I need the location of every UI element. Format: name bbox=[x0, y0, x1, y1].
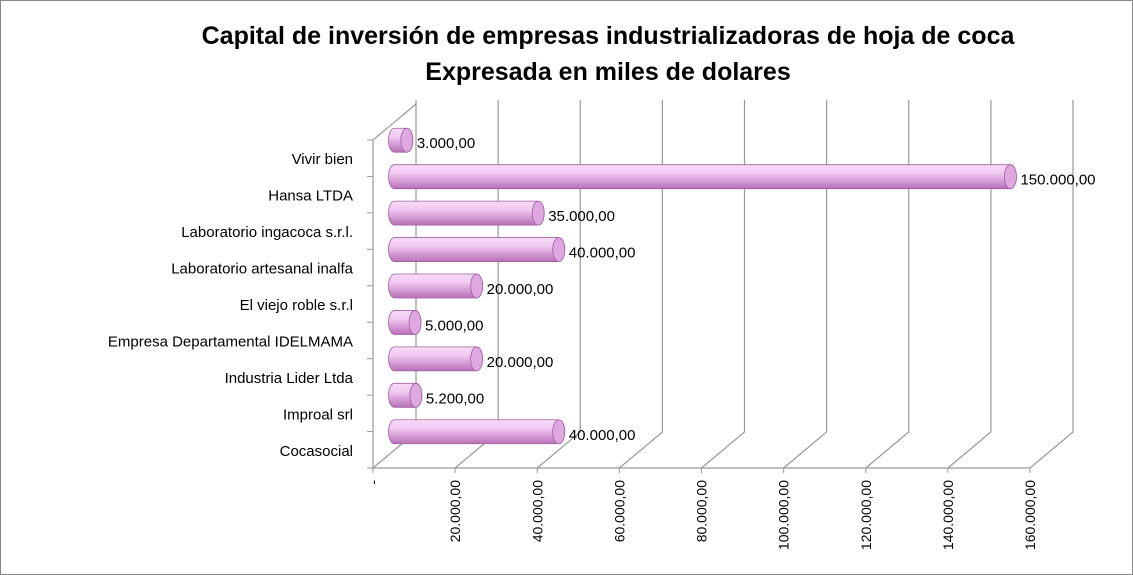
data-label: 20.000,00 bbox=[487, 281, 554, 298]
x-tick-label: 20.000,00 bbox=[447, 480, 463, 542]
chart-subtitle: Expresada en miles de dolares bbox=[425, 58, 790, 86]
bar bbox=[388, 273, 484, 299]
grid-line bbox=[536, 100, 581, 469]
x-tick-label: - bbox=[365, 480, 381, 485]
y-tick-label: Cocasocial bbox=[280, 443, 353, 460]
bar-cap bbox=[531, 200, 545, 226]
data-label: 20.000,00 bbox=[487, 354, 554, 371]
grid-line bbox=[947, 100, 992, 469]
bar bbox=[388, 200, 545, 226]
bar bbox=[388, 237, 566, 262]
x-tick-label: 120.000,00 bbox=[858, 480, 874, 550]
data-label: 5.000,00 bbox=[425, 317, 483, 334]
grid-line bbox=[1029, 100, 1074, 469]
y-tick-label: Empresa Departamental IDELMAMA bbox=[108, 333, 353, 350]
y-tick-label: Laboratorio artesanal inalfa bbox=[171, 261, 353, 278]
y-tick-label: Improal srl bbox=[283, 406, 353, 423]
y-tick-label: El viejo roble s.r.l bbox=[240, 297, 353, 314]
grid-line bbox=[618, 100, 663, 469]
y-tick-label: Vivir bien bbox=[292, 151, 353, 168]
x-tick-label: 60.000,00 bbox=[611, 480, 627, 542]
bar-cap bbox=[408, 310, 422, 335]
data-label: 150.000,00 bbox=[1020, 172, 1095, 189]
bar-cap bbox=[552, 419, 566, 445]
bar bbox=[388, 419, 566, 445]
bar-cap bbox=[470, 273, 484, 299]
y-tick-label: Industria Lider Ltda bbox=[225, 370, 354, 387]
bar-cap bbox=[409, 382, 423, 408]
y-tick-label: Hansa LTDA bbox=[268, 188, 353, 205]
bar-cap bbox=[470, 346, 484, 372]
y-tick-label: Laboratorio ingacoca s.r.l. bbox=[181, 224, 353, 241]
x-tick-label: 40.000,00 bbox=[529, 480, 545, 542]
grid-line bbox=[701, 100, 746, 469]
grid-line bbox=[865, 100, 910, 469]
data-label: 35.000,00 bbox=[548, 208, 615, 225]
bar-cap bbox=[552, 237, 566, 262]
bar-cap bbox=[400, 127, 414, 153]
x-tick-label: 140.000,00 bbox=[940, 480, 956, 550]
x-tick-label: 160.000,00 bbox=[1022, 480, 1038, 550]
x-tick-label: 100.000,00 bbox=[776, 480, 792, 550]
data-label: 3.000,00 bbox=[417, 135, 475, 152]
data-label: 40.000,00 bbox=[569, 245, 636, 262]
data-label: 40.000,00 bbox=[569, 427, 636, 444]
x-tick-label: 80.000,00 bbox=[694, 480, 710, 542]
chart-title: Capital de inversión de empresas industr… bbox=[202, 22, 1016, 50]
bar-cap bbox=[1004, 164, 1017, 190]
bar bbox=[388, 346, 484, 372]
data-label: 5.200,00 bbox=[426, 390, 484, 407]
bar bbox=[388, 164, 1017, 190]
left-wall-top bbox=[372, 103, 417, 141]
grid-line bbox=[783, 100, 828, 469]
